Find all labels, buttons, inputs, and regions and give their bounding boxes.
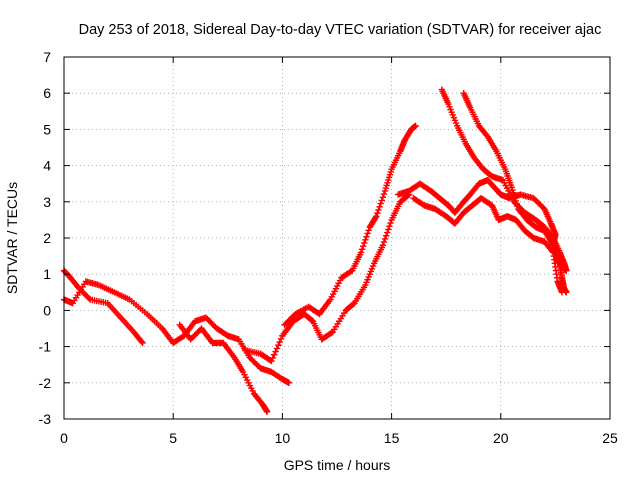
y-tick-label: 4 xyxy=(43,158,51,174)
series-track-d xyxy=(242,191,413,365)
data-point xyxy=(384,229,391,236)
data-point xyxy=(385,226,392,233)
x-tick-label: 20 xyxy=(493,430,509,446)
data-point xyxy=(382,232,390,239)
data-point xyxy=(285,379,293,386)
data-point xyxy=(377,200,384,207)
y-tick-label: 1 xyxy=(43,266,51,282)
data-point xyxy=(272,348,279,355)
data-point xyxy=(379,194,387,201)
series-track-e xyxy=(281,122,419,329)
data-point xyxy=(563,267,570,274)
y-tick-label: -1 xyxy=(39,339,52,355)
x-tick-label: 25 xyxy=(602,430,618,446)
series-track-b xyxy=(60,278,293,386)
data-point xyxy=(380,238,388,246)
data-point xyxy=(380,190,388,198)
y-tick-label: 7 xyxy=(43,49,51,65)
y-tick-label: -2 xyxy=(39,375,52,391)
data-point xyxy=(358,246,366,253)
data-point xyxy=(387,219,394,227)
data-point xyxy=(361,239,368,247)
data-point xyxy=(379,242,387,249)
data-point xyxy=(277,335,285,343)
data-point xyxy=(362,236,369,244)
x-tick-label: 10 xyxy=(275,430,291,446)
data-point xyxy=(381,235,389,243)
data-point xyxy=(365,227,372,234)
data-point xyxy=(276,338,283,346)
data-point xyxy=(357,249,365,256)
y-tick-label: -3 xyxy=(39,411,52,427)
data-point xyxy=(139,339,146,347)
data-point xyxy=(373,213,380,220)
data-point xyxy=(386,223,393,230)
series-track-i xyxy=(410,194,566,296)
y-tick-label: 5 xyxy=(43,121,51,137)
data-point xyxy=(558,289,566,296)
grid-layer xyxy=(64,57,610,419)
data-points-layer xyxy=(60,86,570,415)
data-point xyxy=(372,214,379,221)
ticks-layer xyxy=(63,56,611,420)
data-point xyxy=(548,247,556,255)
y-tick-label: 0 xyxy=(43,302,51,318)
data-point xyxy=(363,233,370,240)
data-point xyxy=(268,357,275,365)
data-point xyxy=(138,338,145,345)
y-axis-label: SDTVAR / TECUs xyxy=(4,182,20,294)
data-point xyxy=(271,351,278,358)
data-point xyxy=(275,342,282,349)
data-point xyxy=(273,345,281,352)
tick-labels-layer: 0 5 10 15 20 25 -3 -2 -1 0 1 2 3 4 5 6 7 xyxy=(39,49,618,446)
y-tick-label: 2 xyxy=(43,230,51,246)
data-point xyxy=(85,294,93,302)
y-tick-label: 6 xyxy=(43,85,51,101)
data-point xyxy=(375,206,382,214)
data-point xyxy=(360,242,367,250)
data-point xyxy=(376,203,383,210)
series-track-a xyxy=(60,267,146,347)
data-point xyxy=(269,354,277,362)
chart-title: Day 253 of 2018, Sidereal Day-to-day VTE… xyxy=(79,22,602,38)
data-point xyxy=(412,122,419,129)
series-track-c xyxy=(176,321,271,415)
data-point xyxy=(328,329,335,337)
data-point xyxy=(364,230,371,237)
x-tick-label: 5 xyxy=(169,430,177,446)
x-tick-label: 0 xyxy=(60,430,68,446)
data-point xyxy=(374,209,381,217)
y-tick-label: 3 xyxy=(43,194,51,210)
x-tick-label: 15 xyxy=(384,430,400,446)
series-track-h xyxy=(460,90,570,296)
x-axis-label: GPS time / hours xyxy=(284,457,391,473)
data-point xyxy=(263,408,271,415)
data-point xyxy=(378,197,385,204)
